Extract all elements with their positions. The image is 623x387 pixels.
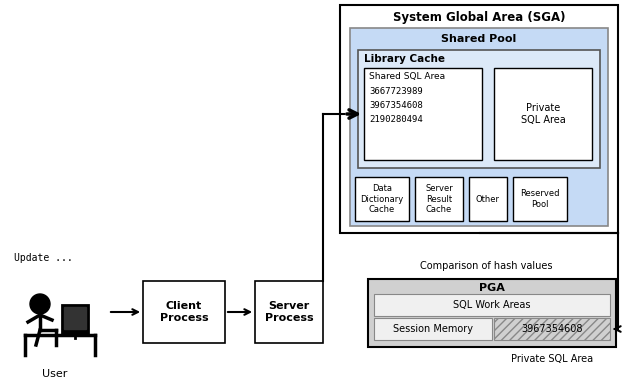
Text: PGA: PGA [479, 283, 505, 293]
Bar [62, 305, 88, 333]
Text: Data
Dictionary
Cache: Data Dictionary Cache [360, 184, 404, 214]
Bar [350, 28, 608, 226]
Text: Other: Other [476, 195, 500, 204]
Text: Server
Result
Cache: Server Result Cache [425, 184, 453, 214]
Bar [355, 177, 409, 221]
Text: Private SQL Area: Private SQL Area [511, 354, 593, 364]
Text: Library Cache: Library Cache [364, 54, 445, 64]
Text: Update ...: Update ... [14, 253, 73, 263]
Bar [64, 307, 86, 329]
Bar [364, 68, 482, 160]
Bar [143, 281, 225, 343]
Bar [415, 177, 463, 221]
Text: Reserved
Pool: Reserved Pool [520, 189, 559, 209]
Bar [494, 318, 610, 340]
Text: 3967354608: 3967354608 [521, 324, 583, 334]
Bar [358, 50, 600, 168]
Text: Shared Pool: Shared Pool [441, 34, 516, 44]
Text: User: User [42, 369, 68, 379]
Bar [374, 294, 610, 316]
Text: Client
Process: Client Process [159, 301, 208, 323]
Bar [340, 5, 618, 233]
Bar [374, 318, 492, 340]
Text: Comparison of hash values: Comparison of hash values [420, 261, 553, 271]
Text: 3667723989: 3667723989 [369, 87, 423, 96]
Text: SQL Work Areas: SQL Work Areas [454, 300, 531, 310]
Bar [368, 279, 616, 347]
Text: 3967354608: 3967354608 [369, 101, 423, 111]
Text: Session Memory: Session Memory [393, 324, 473, 334]
Bar [255, 281, 323, 343]
Text: Private
SQL Area: Private SQL Area [521, 103, 566, 125]
Text: System Global Area (SGA): System Global Area (SGA) [392, 12, 565, 24]
Text: Shared SQL Area: Shared SQL Area [369, 72, 445, 82]
Bar [494, 68, 592, 160]
Bar [513, 177, 567, 221]
Text: Server
Process: Server Process [265, 301, 313, 323]
Circle shape [30, 294, 50, 314]
Bar [469, 177, 507, 221]
Text: 2190280494: 2190280494 [369, 115, 423, 125]
